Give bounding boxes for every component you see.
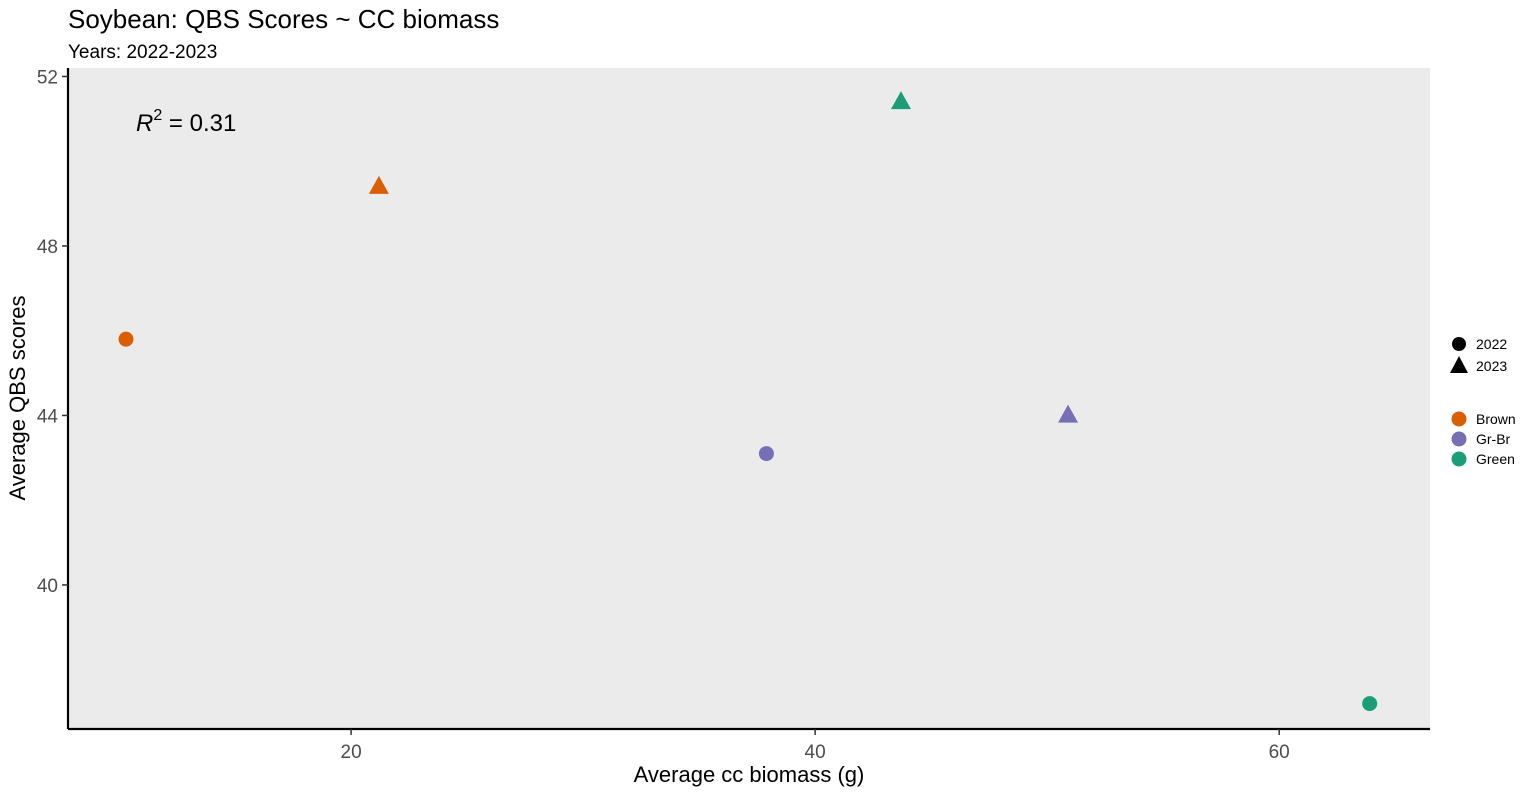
legend-label-gr-br: Gr-Br [1476,431,1511,447]
plot-panel [68,68,1430,729]
data-point-brown-2022 [118,331,134,347]
y-tick-label: 48 [37,237,58,258]
legend-circle-icon [1452,337,1466,351]
legend: 2022 2023 Brown Gr-Br Green [1450,336,1516,467]
y-axis-title: Average QBS scores [5,295,30,500]
x-tick-label: 40 [805,742,826,763]
x-axis-title: Average cc biomass (g) [634,762,865,787]
r-symbol: R [136,110,153,137]
chart-title: Soybean: QBS Scores ~ CC biomass [68,4,499,34]
r-exponent: 2 [153,107,162,124]
r-squared-annotation: R2 = 0.31 [136,107,236,137]
data-point-green-2023 [890,91,911,110]
data-points [118,91,1378,712]
legend-label-green: Green [1476,451,1515,467]
legend-triangle-icon [1450,356,1468,373]
data-point-gr-br-2023 [1058,404,1079,423]
y-tick-label: 52 [37,67,58,88]
legend-label-brown: Brown [1476,411,1516,427]
y-tick-label: 40 [37,576,58,597]
legend-label-2023: 2023 [1476,358,1507,374]
legend-color-gr-br-icon [1451,431,1467,447]
x-tick-label: 60 [1269,742,1290,763]
legend-label-2022: 2022 [1476,336,1507,352]
data-point-brown-2023 [368,175,389,194]
y-tick-label: 44 [37,406,59,427]
chart-subtitle: Years: 2022-2023 [68,42,217,63]
legend-color-brown-icon [1451,411,1467,427]
x-axis: 20 40 60 [68,727,1430,763]
x-tick-label: 20 [341,742,362,763]
data-point-gr-br-2022 [758,446,774,462]
y-axis: 40 44 48 52 [37,67,70,729]
data-point-green-2022 [1362,696,1378,712]
r-value: = 0.31 [162,110,236,137]
legend-color-green-icon [1451,451,1467,467]
